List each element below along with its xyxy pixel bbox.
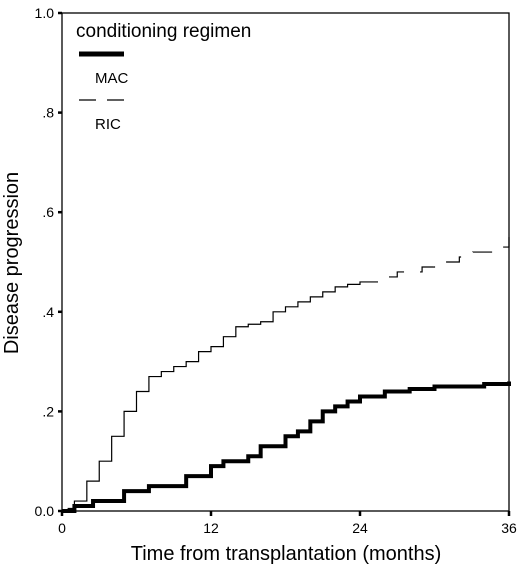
series-line-ric (62, 237, 510, 512)
legend-title: conditioning regimen (76, 21, 251, 42)
y-axis-title: Disease progression (1, 172, 23, 354)
tick-marks (58, 11, 511, 516)
x-tick-label: 0 (58, 520, 66, 536)
legend-label-mac: MAC (95, 70, 129, 87)
y-tick-label: 0.0 (35, 503, 55, 519)
legend-label-ric: RIC (95, 116, 121, 133)
x-tick-label: 24 (352, 520, 368, 536)
y-tick-label: .8 (42, 105, 54, 121)
y-tick-label: 1.0 (35, 5, 55, 21)
legend: conditioning regimen MAC RIC (76, 21, 251, 133)
plot-frame (61, 12, 510, 512)
series-line-ric-dash-gaps (360, 237, 511, 284)
series-lines (62, 237, 511, 513)
x-tick-label: 12 (203, 520, 219, 536)
x-axis-title: Time from transplantation (months) (131, 543, 441, 565)
y-tick-label: .4 (42, 304, 54, 320)
x-tick-label: 36 (501, 520, 517, 536)
tick-labels: 0.0 .2 .4 .6 .8 1.0 0 12 24 36 (35, 5, 517, 536)
series-line-mac (62, 381, 511, 513)
y-tick-label: .2 (42, 403, 54, 419)
axes (61, 12, 510, 512)
y-tick-label: .6 (42, 204, 54, 220)
